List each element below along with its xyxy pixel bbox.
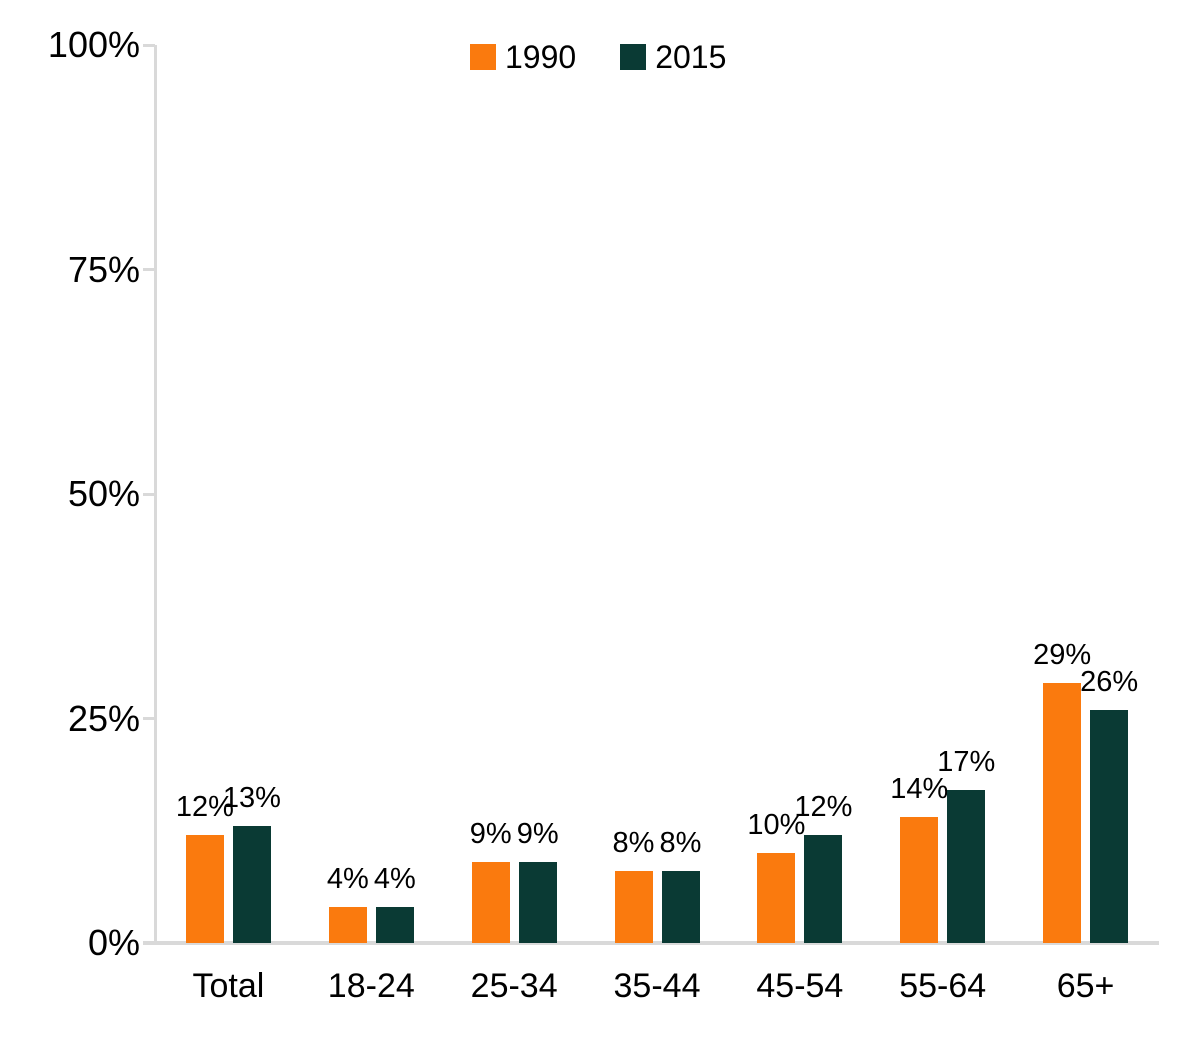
bar-value-label-1990-Total: 12% (175, 791, 234, 824)
plot-area: 12% 13% 4% 4% 9% 9% 8% 8% 10% 12% 14% 17% 29% 26% (157, 45, 1157, 943)
bar-1990-25-34 (471, 862, 510, 943)
x-axis-line (143, 941, 1159, 945)
bar-group-18-24: 4% 4% (300, 45, 443, 943)
bar-value-label-2015-45-54: 12% (794, 791, 853, 824)
legend-item-1990: 1990 (470, 41, 576, 73)
y-tick-label-75: 75% (67, 248, 140, 290)
bar-value-label-2015-65+: 26% (1080, 665, 1139, 698)
x-category-label-65+: 65+ (1056, 967, 1115, 1005)
bar-wrap-2015-55-64: 17% (937, 748, 995, 943)
bar-1990-Total (185, 835, 224, 943)
legend-label-1990: 1990 (505, 39, 577, 75)
bar-value-label-2015-25-34: 9% (516, 818, 559, 851)
bar-wrap-1990-35-44: 8% (612, 827, 655, 943)
y-tick-label-100: 100% (47, 24, 140, 65)
bar-2015-65+ (1090, 709, 1129, 943)
bar-2015-Total (232, 826, 271, 943)
bar-value-label-1990-25-34: 9% (469, 818, 512, 851)
bar-1990-35-44 (614, 871, 653, 943)
x-axis-category-labels: Total 18-24 25-34 35-44 45-54 55-64 65+ (157, 967, 1157, 1005)
y-tick-mark-75 (143, 268, 155, 271)
y-tick-mark-50 (143, 492, 155, 496)
legend-item-2015: 2015 (620, 41, 726, 73)
bar-wrap-1990-25-34: 9% (469, 818, 512, 943)
bar-value-label-2015-18-24: 4% (373, 863, 416, 896)
bar-2015-18-24 (375, 907, 414, 943)
bar-value-label-1990-35-44: 8% (612, 827, 655, 860)
bar-wrap-1990-55-64: 14% (890, 775, 948, 943)
bar-value-label-1990-55-64: 14% (890, 773, 949, 806)
bar-value-label-1990-65+: 29% (1033, 638, 1092, 671)
x-category-label-25-34: 25-34 (470, 967, 558, 1005)
bar-2015-45-54 (804, 835, 843, 943)
x-category-label-18-24: 18-24 (327, 967, 415, 1005)
bar-group-25-34: 9% 9% (443, 45, 586, 943)
bar-wrap-1990-Total: 12% (176, 793, 234, 943)
y-tick-label-0: 0% (87, 922, 140, 963)
bar-wrap-2015-65+: 26% (1080, 667, 1138, 943)
y-tick-label-25: 25% (67, 697, 140, 739)
legend-swatch-2015 (620, 44, 647, 70)
bar-wrap-2015-25-34: 9% (516, 818, 559, 943)
bar-value-label-1990-18-24: 4% (326, 863, 369, 896)
bar-wrap-2015-18-24: 4% (373, 863, 416, 943)
legend-label-2015: 2015 (655, 39, 727, 75)
y-tick-label-50: 50% (67, 473, 140, 514)
bar-wrap-1990-65+: 29% (1033, 640, 1091, 943)
y-axis-line (154, 45, 157, 943)
bar-value-label-2015-Total: 13% (222, 782, 281, 815)
bar-1990-45-54 (757, 853, 796, 943)
bar-2015-35-44 (661, 871, 700, 943)
bar-2015-25-34 (518, 862, 557, 943)
bar-1990-18-24 (328, 907, 367, 943)
bar-2015-55-64 (947, 790, 986, 943)
x-category-label-Total: Total (192, 967, 265, 1005)
bar-group-45-54: 10% 12% (728, 45, 871, 943)
bar-wrap-1990-18-24: 4% (326, 863, 369, 943)
x-category-label-35-44: 35-44 (613, 967, 701, 1005)
chart-legend: 1990 2015 (470, 41, 726, 73)
y-tick-mark-100 (143, 43, 155, 47)
bar-value-label-2015-55-64: 17% (937, 746, 996, 779)
bar-value-label-2015-35-44: 8% (659, 827, 702, 860)
bar-group-Total: 12% 13% (157, 45, 300, 943)
x-category-label-55-64: 55-64 (899, 967, 987, 1005)
bar-value-label-1990-45-54: 10% (747, 809, 806, 842)
x-category-label-45-54: 45-54 (756, 967, 844, 1005)
bar-wrap-2015-Total: 13% (223, 784, 281, 943)
bar-wrap-1990-45-54: 10% (747, 811, 805, 943)
bar-1990-65+ (1043, 682, 1082, 943)
bar-group-35-44: 8% 8% (586, 45, 729, 943)
legend-swatch-1990 (470, 44, 496, 70)
bar-group-65+: 29% 26% (1014, 45, 1157, 943)
bar-group-55-64: 14% 17% (871, 45, 1014, 943)
y-tick-mark-25 (143, 717, 155, 720)
bar-1990-55-64 (900, 817, 939, 943)
bar-wrap-2015-35-44: 8% (659, 827, 702, 943)
bar-wrap-2015-45-54: 12% (794, 793, 852, 943)
